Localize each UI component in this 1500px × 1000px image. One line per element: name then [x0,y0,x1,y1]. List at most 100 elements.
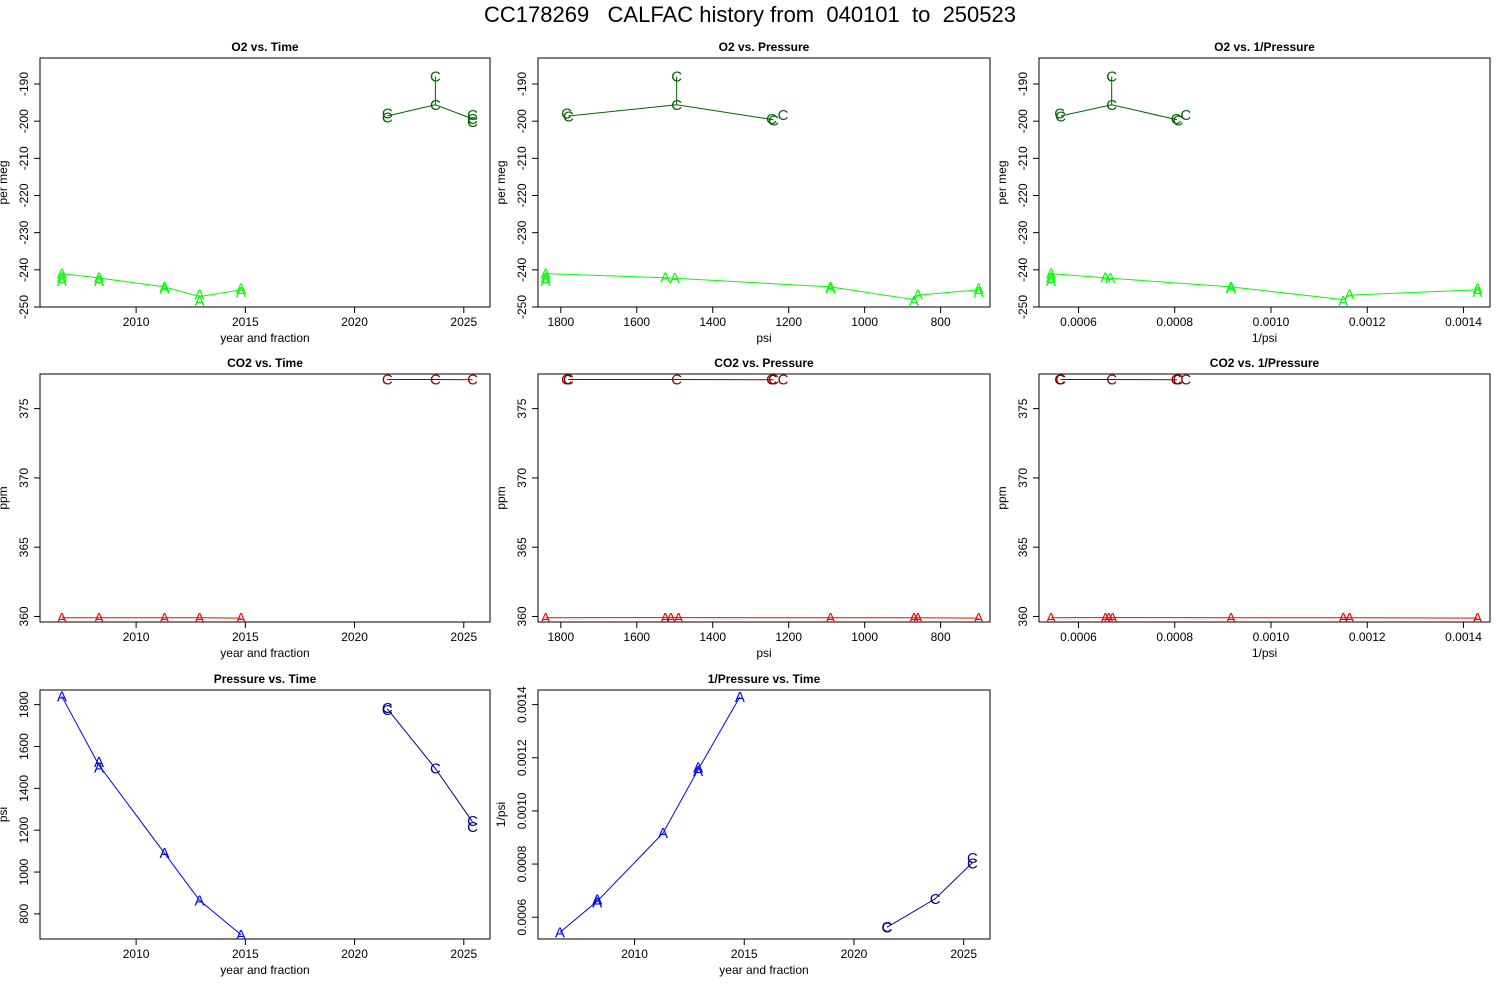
x-axis-label: year and fraction [220,646,309,660]
y-tick-label: 0.0012 [515,739,529,776]
x-tick-label: 2020 [841,947,868,961]
x-tick-label: 2010 [123,630,150,644]
x-tick-label: 1800 [547,630,574,644]
data-point: C [467,819,478,836]
y-tick-label: 370 [17,468,31,488]
data-point: A [1105,270,1115,287]
y-tick-label: 0.0010 [515,792,529,829]
x-tick-label: 2015 [232,947,259,961]
x-tick-label: 800 [931,315,951,329]
data-point: A [913,286,923,303]
data-point: C [1106,372,1117,389]
y-tick-label: -190 [515,72,529,96]
y-tick-label: 0.0008 [515,845,529,882]
plot-frame [1038,373,1491,623]
data-point: C [467,114,478,131]
data-point: C [671,372,682,389]
data-point: A [1472,284,1482,301]
y-tick-label: 1000 [17,858,31,885]
data-point: A [194,610,204,627]
data-point: A [974,284,984,301]
y-axis-label: ppm [995,486,1009,509]
y-tick-label: -240 [17,258,31,282]
data-point: A [670,270,680,287]
data-point: A [236,280,246,297]
panel-co2_time: CO2 vs. Time 2010 2015 2020 2025 360 365 370 375… [0,356,491,660]
data-point: A [693,763,703,780]
data-point: C [930,891,941,908]
data-point: A [94,754,104,771]
data-point: A [1226,279,1236,296]
data-point: A [1100,269,1110,286]
x-tick-label: 0.0012 [1349,315,1386,329]
data-point: A [1046,266,1056,283]
y-tick-label: 800 [17,904,31,924]
x-tick-label: 1600 [623,630,650,644]
x-tick-label: 0.0010 [1253,630,1290,644]
y-axis-label: ppm [0,486,10,509]
series-C: CC C CCC [1054,372,1191,389]
data-point: A [57,610,67,627]
data-point: A [236,927,246,944]
x-tick-label: 2020 [341,947,368,961]
data-point: C [561,372,572,389]
data-point: A [913,610,923,627]
data-point: C [1171,111,1182,128]
data-point: A [160,279,170,296]
plot-frame [39,689,491,940]
data-point: A [1046,610,1056,627]
panel-title: CO2 vs. 1/Pressure [1210,356,1320,370]
data-point: A [160,845,170,862]
series-C: CC C CCC [561,372,789,389]
y-tick-label: -250 [17,295,31,319]
data-point: C [1180,107,1191,124]
data-point: C [467,813,478,830]
data-point: A [693,760,703,777]
x-tick-label: 1000 [851,630,878,644]
data-point: C [563,372,574,389]
series-line [61,696,242,936]
data-point: A [974,280,984,297]
plot-frame [1038,57,1491,308]
data-point: A [1338,293,1348,310]
data-point: A [825,610,835,627]
x-axis-label: year and fraction [719,963,808,977]
panel-co2_pressure: CO2 vs. Pressure 1800 1600 1400 1200 1000 800 3… [494,356,991,660]
x-tick-label: 0.0014 [1445,630,1482,644]
data-point: C [467,372,478,389]
data-point: A [1338,610,1348,627]
data-point: A [909,610,919,627]
y-tick-label: 360 [17,606,31,626]
plot-frame [39,57,491,308]
data-point: A [1472,280,1482,297]
data-point: C [766,111,777,128]
data-point: A [666,610,676,627]
x-axis-label: psi [756,331,771,345]
x-tick-label: 2025 [450,630,477,644]
y-tick-label: 1600 [17,733,31,760]
series-line [1050,273,1478,301]
x-axis-label: year and fraction [220,963,309,977]
plot-frame [39,373,491,623]
x-tick-label: 1400 [699,630,726,644]
y-tick-label: -250 [1016,295,1030,319]
x-tick-label: 1600 [623,315,650,329]
y-axis-label: ppm [494,486,508,509]
y-tick-label: -250 [515,295,529,319]
data-point: A [825,279,835,296]
x-axis-label: 1/psi [1252,331,1277,345]
y-tick-label: -210 [17,146,31,170]
data-point: C [1173,372,1184,389]
y-tick-label: 1400 [17,775,31,802]
data-point: C [967,850,978,867]
y-tick-label: -220 [17,183,31,207]
data-point: C [671,97,682,114]
y-tick-label: 0.0014 [515,686,529,723]
